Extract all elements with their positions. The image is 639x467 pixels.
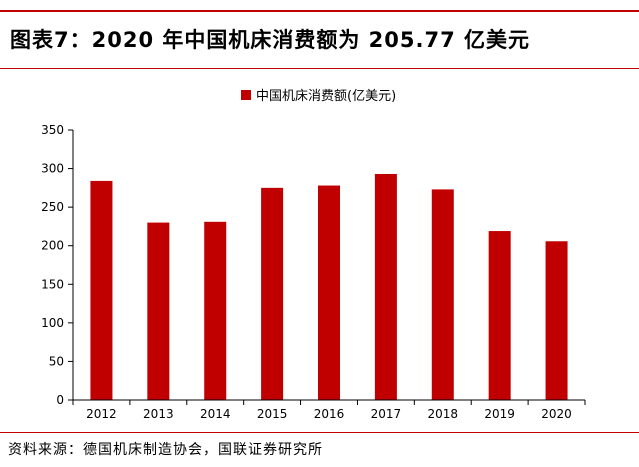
- legend-label: 中国机床消费额(亿美元): [256, 89, 396, 104]
- x-tick-label: 2019: [484, 407, 515, 421]
- bar-2014: [204, 221, 227, 400]
- source-rule: [0, 432, 639, 433]
- x-tick-label: 2018: [428, 407, 459, 421]
- bar-2012: [90, 180, 113, 400]
- bar-2018: [431, 189, 454, 400]
- bar-2015: [261, 187, 284, 400]
- y-tick-label: 0: [56, 393, 64, 407]
- x-tick-label: 2012: [86, 407, 117, 421]
- y-tick-label: 200: [41, 239, 64, 253]
- x-tick-label: 2015: [257, 407, 288, 421]
- bar-2016: [318, 185, 340, 400]
- legend-swatch: [241, 90, 251, 100]
- y-tick-label: 300: [41, 162, 64, 176]
- bar-2020: [545, 241, 568, 400]
- bars: [90, 173, 568, 400]
- bar-2013: [147, 222, 170, 400]
- source-note: 资料来源：德国机床制造协会，国联证券研究所: [8, 442, 323, 458]
- x-tick-label: 2016: [314, 407, 345, 421]
- y-tick-label: 250: [41, 200, 64, 214]
- x-tick-label: 2013: [143, 407, 174, 421]
- figure-title: 图表7：2020 年中国机床消费额为 205.77 亿美元: [10, 28, 531, 52]
- y-tick-label: 50: [49, 354, 64, 368]
- x-tick-label: 2020: [541, 407, 572, 421]
- top-rule: [0, 10, 639, 12]
- title-rule: [0, 68, 639, 69]
- y-tick-label: 100: [41, 316, 64, 330]
- x-tick-label: 2014: [200, 407, 231, 421]
- bar-2017: [374, 173, 397, 400]
- x-tick-label: 2017: [371, 407, 402, 421]
- y-tick-label: 350: [41, 123, 64, 137]
- y-axis: 0 50 100 150 200 250 300 350: [41, 123, 74, 407]
- x-axis: 2012 2013 2014 2015 2016 2017 2018 2019 2020: [72, 399, 586, 421]
- chart-legend: 中国机床消费额(亿美元): [241, 89, 396, 104]
- y-tick-label: 150: [41, 277, 64, 291]
- bar-2019: [488, 231, 511, 400]
